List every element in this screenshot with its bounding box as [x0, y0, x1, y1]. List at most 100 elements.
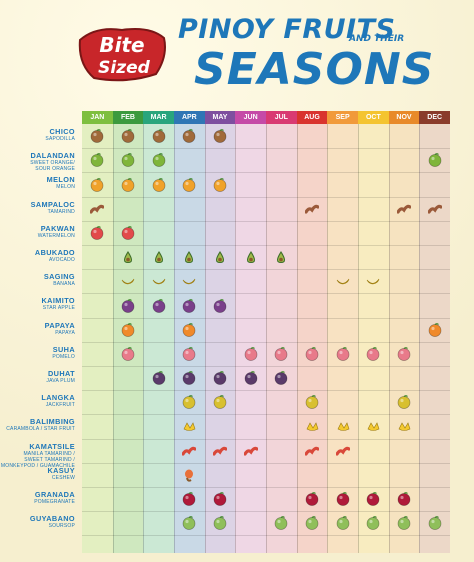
month-header-may: MAY: [204, 111, 236, 124]
pomelo-icon: [336, 347, 350, 361]
row-divider: [82, 487, 450, 488]
pomegranate-icon: [397, 492, 411, 506]
sweet-orange-icon: [90, 153, 104, 168]
fruit-english-name: TAMARIND: [47, 208, 75, 215]
cashew-icon: [182, 468, 196, 482]
row-divider: [82, 535, 450, 537]
month-column-aug: [296, 111, 328, 553]
avocado-icon: [121, 250, 135, 264]
pomelo-icon: [244, 347, 258, 361]
column-divider: [204, 124, 206, 553]
melon-icon: [121, 177, 135, 192]
jackfruit-icon: [397, 395, 411, 410]
fruit-label-duhat: DUHAT JAVA PLUM: [46, 369, 75, 384]
star-apple-icon: [121, 298, 135, 313]
month-header-aug: AUG: [296, 111, 328, 124]
avocado-icon: [213, 250, 227, 264]
star-apple-icon: [152, 298, 166, 313]
star-apple-icon: [182, 298, 196, 313]
pomelo-icon: [121, 347, 135, 361]
star-apple-icon: [213, 298, 227, 313]
jackfruit-icon: [182, 395, 196, 410]
jackfruit-icon: [213, 395, 227, 410]
row-divider: [82, 366, 450, 367]
fruit-english-name: CARAMBOLA / STAR FRUIT: [6, 426, 75, 433]
soursop-icon: [213, 516, 227, 531]
soursop-icon: [305, 516, 319, 531]
fruit-name: KASUY: [47, 465, 75, 475]
soursop-icon: [336, 516, 350, 531]
fruit-name: BALIMBING: [30, 417, 75, 427]
fruit-english-name: MONKEYPOD / GUAMACHILE: [0, 462, 75, 469]
fruit-label-sampaloc: SAMPALOC TAMARIND: [31, 200, 75, 215]
java-plum-icon: [244, 371, 258, 385]
banana-icon: [336, 274, 350, 288]
fruit-name: MELON: [46, 175, 75, 185]
watermelon-icon: [90, 226, 104, 240]
column-divider: [419, 124, 421, 553]
papaya-icon: [182, 322, 196, 337]
tamarind-icon: [427, 202, 443, 216]
melon-icon: [182, 177, 196, 192]
melon-icon: [213, 177, 227, 192]
row-divider: [82, 390, 450, 392]
fruit-name: ABUKADO: [34, 248, 75, 257]
row-divider: [82, 438, 450, 440]
soursop-icon: [397, 516, 411, 531]
java-plum-icon: [152, 371, 166, 385]
column-divider: [388, 124, 390, 553]
month-column-jun: [235, 111, 266, 553]
row-divider: [82, 293, 450, 295]
column-divider: [327, 124, 329, 553]
month-header-jan: JAN: [82, 111, 113, 124]
fruit-name: LANGKA: [41, 393, 75, 403]
month-header-apr: APR: [174, 111, 205, 124]
month-column-nov: [388, 111, 420, 553]
row-divider: [82, 462, 450, 464]
fruit-english-name: SOUR ORANGE: [35, 166, 75, 173]
pomegranate-icon: [366, 492, 380, 506]
month-header-jul: JUL: [266, 111, 297, 124]
pomelo-icon: [366, 347, 380, 361]
fruit-name: GUYABANO: [29, 514, 75, 524]
fruit-name: PAPAYA: [44, 320, 75, 330]
star-fruit-icon: [366, 420, 380, 434]
avocado-icon: [182, 250, 196, 264]
pomegranate-icon: [213, 492, 227, 506]
fruit-label-suha: SUHA POMELO: [52, 345, 75, 360]
fruit-label-dalandan: DALANDAN SWEET ORANGE/SOUR ORANGE: [30, 151, 75, 172]
month-header-jun: JUN: [235, 111, 266, 124]
row-divider: [82, 269, 450, 271]
fruit-name: SAMPALOC: [30, 199, 75, 209]
month-header-feb: FEB: [112, 111, 144, 124]
row-divider: [82, 317, 450, 319]
column-divider: [143, 124, 145, 553]
fruit-english-name: JACKFRUIT: [45, 402, 75, 409]
fruit-english-name: WATERMELON: [37, 232, 75, 239]
manila-tamarind-icon: [335, 444, 351, 458]
avocado-icon: [274, 250, 288, 264]
row-divider: [82, 414, 450, 416]
star-fruit-icon: [336, 420, 350, 434]
melon-icon: [90, 177, 104, 192]
month-header-dec: DEC: [419, 111, 450, 124]
logo-line2: Sized: [98, 58, 150, 78]
month-header-mar: MAR: [143, 111, 174, 124]
avocado-icon: [244, 250, 258, 264]
fruit-label-kasuy: KASUY CESHEW: [47, 466, 75, 481]
fruit-english-name: SOURSOP: [48, 523, 75, 530]
fruit-label-langka: LANGKA JACKFRUIT: [41, 393, 75, 408]
sweet-orange-icon: [428, 153, 442, 168]
season-grid: JAN FEB MAR APR MAY JUN JUL AUG SEP OCT NOV DEC: [82, 111, 450, 553]
fruit-label-melon: MELON MELON: [47, 175, 75, 190]
manila-tamarind-icon: [181, 444, 197, 458]
fruit-english-name: SAPODILLA: [45, 136, 75, 142]
fruit-name: SUHA: [52, 344, 75, 354]
fruit-english-name: SWEET ORANGE/: [30, 160, 75, 167]
tamarind-icon: [89, 202, 105, 216]
pomelo-icon: [397, 347, 411, 361]
star-fruit-icon: [305, 420, 319, 434]
column-divider: [112, 124, 114, 553]
papaya-icon: [121, 322, 135, 337]
